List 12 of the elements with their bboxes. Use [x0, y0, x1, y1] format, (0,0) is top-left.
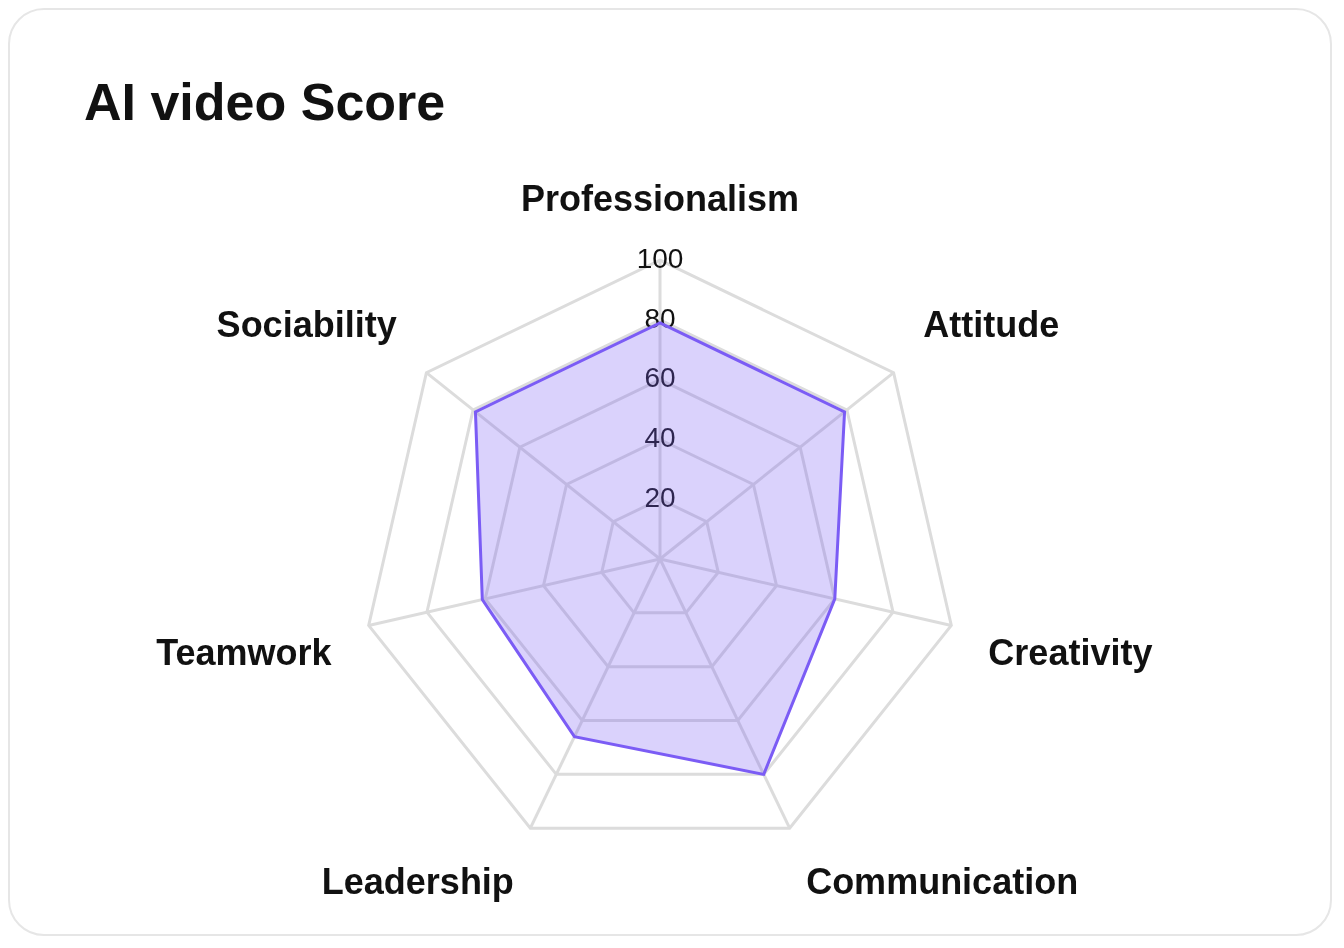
spoke-label: Leadership — [321, 860, 514, 902]
y-tick-label: 40 — [644, 422, 676, 454]
spoke-label: Sociability — [216, 304, 397, 346]
spoke-label: Creativity — [988, 632, 1153, 674]
y-tick-label: 60 — [644, 362, 676, 394]
spoke-label: Professionalism — [520, 177, 800, 219]
y-tick-label: 20 — [644, 481, 676, 513]
spoke-label: Communication — [806, 860, 1079, 902]
chart-title: AI video Score — [84, 72, 446, 132]
spoke-label: Attitude — [923, 304, 1060, 346]
y-tick-label: 100 — [636, 242, 684, 274]
spoke-label: Teamwork — [156, 632, 333, 674]
